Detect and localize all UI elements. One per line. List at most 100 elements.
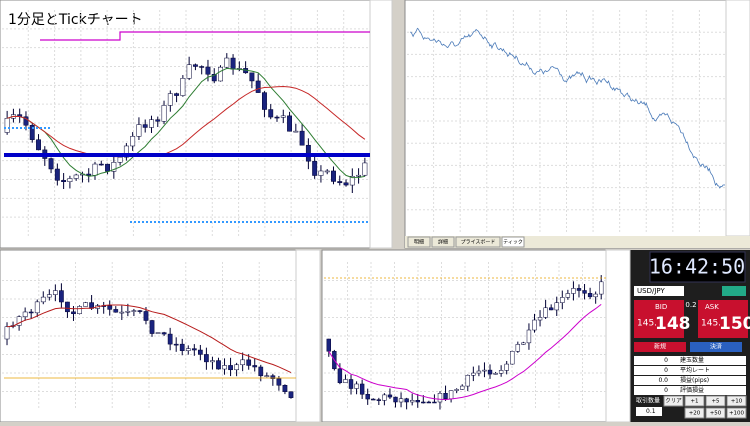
candle (348, 379, 354, 389)
candle (365, 394, 370, 400)
candle (192, 64, 198, 67)
ma-fast (6, 67, 365, 179)
candle (587, 293, 593, 298)
candle (67, 178, 73, 182)
tab[interactable] (501, 236, 525, 248)
candle (155, 119, 161, 122)
qty-button[interactable] (705, 395, 726, 407)
panel-button[interactable] (634, 342, 686, 352)
candle (387, 394, 393, 398)
ask-small: 150 (719, 314, 750, 334)
chart-title: 1分足とTickチャート (8, 12, 143, 28)
candle (415, 400, 420, 403)
tab[interactable] (455, 236, 501, 248)
candle (149, 119, 154, 128)
candle (77, 306, 82, 315)
qty-button[interactable] (684, 407, 705, 419)
candle (59, 290, 64, 303)
qty-button[interactable] (726, 395, 747, 407)
candle (343, 182, 349, 186)
candle (255, 80, 261, 93)
candle (22, 311, 28, 317)
candle (426, 401, 432, 404)
candle (119, 311, 125, 314)
bid-label: BID (655, 303, 667, 311)
symbol: USD/JPY (637, 287, 665, 295)
candle (393, 396, 398, 403)
candle (560, 297, 565, 303)
candle (526, 329, 532, 344)
candle (465, 375, 470, 387)
candle (593, 293, 598, 298)
candle (571, 288, 576, 294)
candle (421, 401, 426, 404)
m1-chart (0, 0, 393, 249)
candle (599, 281, 604, 295)
candle (34, 301, 40, 314)
candle (268, 109, 274, 118)
candle (54, 168, 60, 181)
tab-label: プライスボード (461, 239, 496, 246)
tab-label: 明細 (414, 239, 424, 246)
candle (167, 333, 173, 345)
panel-button[interactable] (690, 342, 742, 352)
bid-small: 148 (655, 314, 691, 334)
candle (359, 383, 365, 395)
candle (498, 370, 504, 374)
candle (149, 320, 155, 334)
candle (262, 92, 267, 110)
qty-button-label: クリア (665, 398, 682, 405)
candle (376, 399, 382, 401)
candle (71, 311, 76, 315)
qty-button-label: +5 (711, 399, 720, 405)
tab[interactable] (407, 236, 431, 248)
symbol-select[interactable] (634, 286, 684, 296)
tab-label: 詳細 (438, 239, 448, 246)
qty-button[interactable] (663, 395, 684, 407)
candle (362, 162, 368, 176)
candle (276, 378, 282, 386)
level-line (40, 31, 370, 41)
candle (107, 305, 113, 310)
candle (356, 174, 362, 177)
row-value: 0 (664, 387, 668, 394)
candle (83, 302, 88, 307)
candle (404, 398, 409, 403)
candle (287, 115, 292, 132)
candle (224, 57, 230, 68)
tick-line (409, 27, 726, 189)
qty-button[interactable] (726, 407, 747, 419)
ask-label: ASK (705, 303, 719, 311)
candle (123, 145, 129, 158)
candle (185, 348, 191, 351)
candle (482, 369, 487, 372)
candle (288, 391, 294, 398)
candle (554, 302, 559, 311)
panel-button-label: 決済 (710, 343, 722, 351)
clock: 16:42:50 (649, 255, 745, 279)
candle (576, 288, 582, 291)
candle (337, 181, 343, 184)
candle (161, 332, 167, 335)
qty-input[interactable] (636, 407, 662, 416)
spread: 0.2 (685, 301, 696, 309)
ask-box[interactable] (698, 300, 748, 338)
qty-button[interactable] (705, 407, 726, 419)
candle (48, 158, 54, 170)
candle (258, 366, 264, 377)
row (634, 356, 746, 365)
row-label: 損益(pips) (680, 376, 709, 384)
bid-box[interactable] (634, 300, 684, 338)
candle (40, 296, 46, 303)
tab[interactable] (431, 236, 455, 248)
qty-button-label: +100 (729, 411, 745, 417)
candle (532, 319, 537, 331)
qty-button[interactable] (684, 395, 705, 407)
status (722, 286, 746, 296)
candle (230, 57, 236, 70)
row (634, 366, 746, 375)
candle (73, 174, 79, 179)
candle (337, 368, 343, 384)
